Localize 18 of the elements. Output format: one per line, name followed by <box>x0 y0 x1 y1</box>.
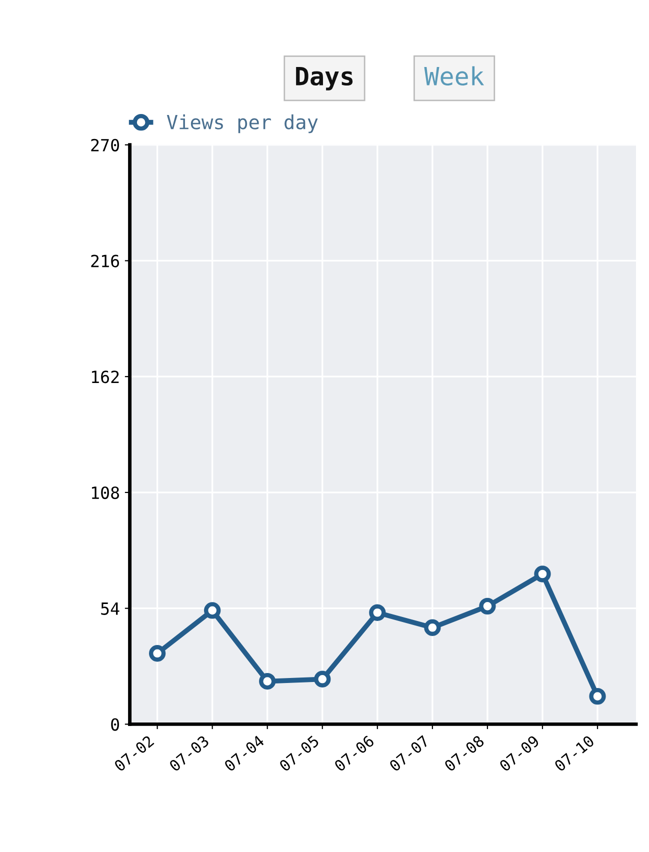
y-tick-label: 216 <box>91 254 119 268</box>
point <box>589 688 606 705</box>
text: Week <box>424 66 484 86</box>
y-tick-label: 54 <box>101 602 120 615</box>
point <box>424 619 441 636</box>
legend-label: Views per day <box>166 114 318 134</box>
point <box>369 604 386 621</box>
point <box>479 598 496 615</box>
point <box>204 602 221 619</box>
point <box>259 672 276 690</box>
y-tick-label: 270 <box>91 138 119 152</box>
y-tick-label: 162 <box>92 370 119 384</box>
y-tick-label: 108 <box>92 486 120 500</box>
y-tick-label: 0 <box>111 718 119 731</box>
text: Days <box>296 66 353 90</box>
point <box>534 566 551 582</box>
point <box>314 670 331 688</box>
point <box>148 645 166 662</box>
